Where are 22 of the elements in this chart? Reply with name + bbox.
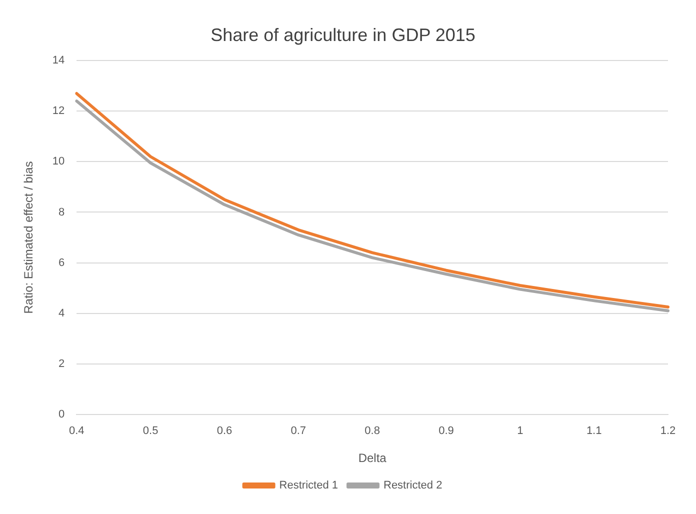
- y-tick-label: 8: [58, 206, 65, 218]
- legend-label: Restricted 2: [384, 480, 442, 492]
- x-tick-label: 1.1: [586, 425, 602, 438]
- x-tick-label: 0.7: [290, 425, 306, 438]
- y-tick-label: 0: [58, 408, 65, 420]
- y-tick-label: 6: [58, 256, 65, 269]
- legend-label: Restricted 1: [279, 480, 338, 492]
- y-tick-label: 14: [52, 54, 65, 67]
- x-tick-label: 0.4: [68, 425, 84, 438]
- x-tick-label: 0.9: [438, 425, 454, 438]
- x-tick-label: 0.5: [142, 425, 158, 438]
- y-tick-label: 2: [58, 358, 65, 370]
- y-tick-label: 10: [52, 156, 65, 168]
- x-tick-label: 0.8: [364, 425, 380, 438]
- y-tick-label: 4: [58, 307, 65, 320]
- chart-title: Share of agriculture in GDP 2015: [210, 24, 476, 45]
- y-axis-title: Ratio: Estimated effect / bias: [22, 161, 36, 314]
- x-tick-label: 0.6: [216, 425, 232, 438]
- x-axis-title: Delta: [358, 451, 387, 466]
- y-tick-label: 12: [52, 105, 65, 118]
- x-tick-label: 1: [517, 425, 524, 438]
- x-tick-label: 1.2: [660, 425, 676, 438]
